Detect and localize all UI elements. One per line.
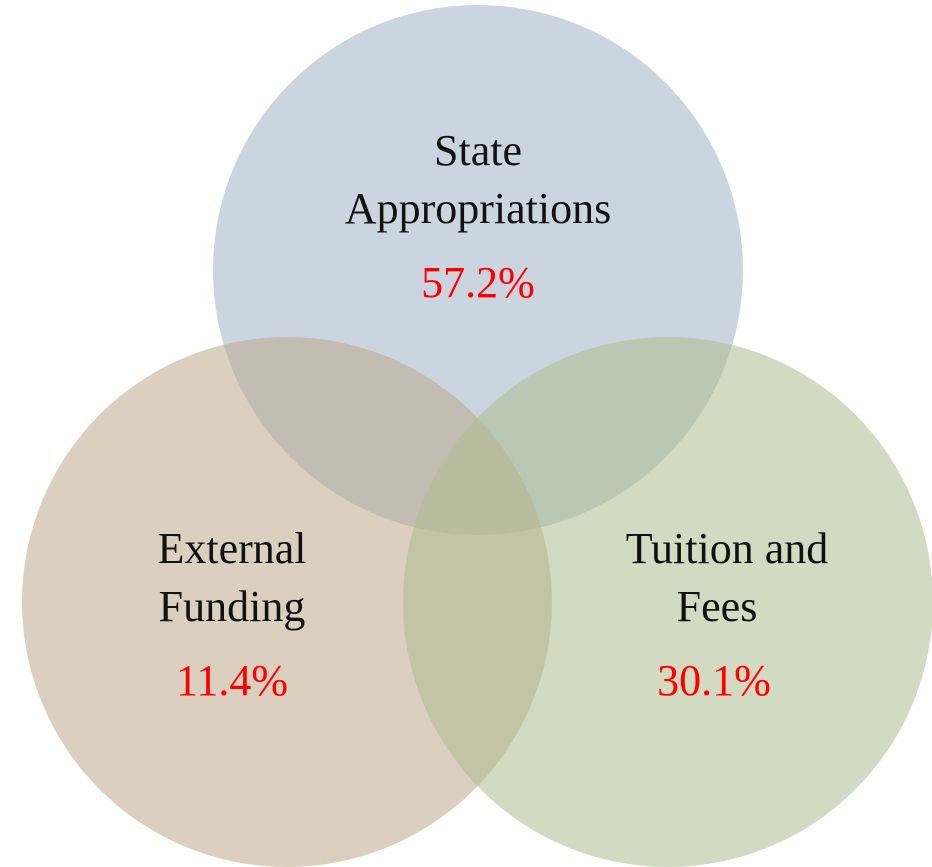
node-label: Fees — [677, 582, 758, 631]
circle-external — [22, 337, 552, 867]
node-label: External — [157, 524, 306, 573]
node-label: Tuition and — [626, 524, 829, 573]
node-label: Funding — [159, 582, 306, 631]
circle-tuition — [403, 337, 932, 867]
node-label: Appropriations — [345, 184, 611, 233]
node-value: 57.2% — [421, 258, 535, 307]
node-label: State — [434, 126, 522, 175]
node-value: 30.1% — [657, 656, 771, 705]
node-value: 11.4% — [176, 656, 288, 705]
